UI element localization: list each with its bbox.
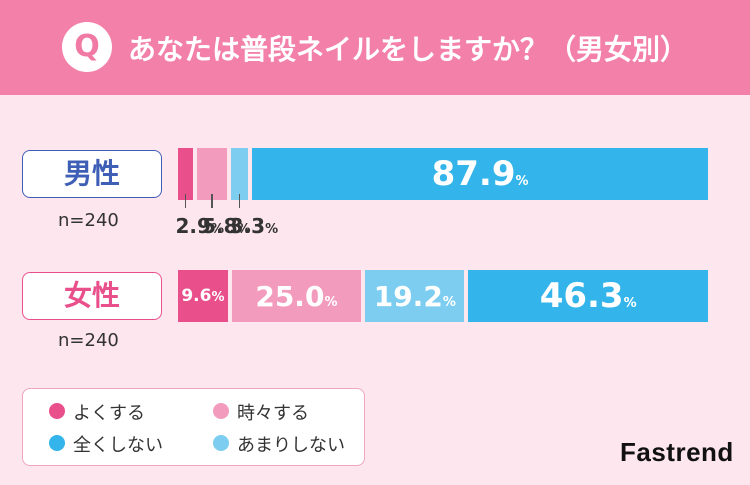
data-label-male-sometimes: 5.8%	[202, 214, 251, 238]
bar-segment-male-rarely	[231, 148, 249, 200]
legend-label-sometimes: 時々する	[237, 403, 309, 424]
bar-row-female: 9.6% 25.0% 19.2% 46.3%	[178, 270, 708, 322]
bar-segment-female-sometimes: 25.0%	[231, 270, 362, 322]
leader-line-male-rarely	[238, 194, 241, 208]
leader-line-male-often	[184, 194, 187, 208]
group-label-female: 女性	[22, 272, 162, 320]
legend-swatch-sometimes	[213, 403, 229, 419]
legend-label-often: よくする	[73, 403, 145, 424]
group-label-male: 男性	[22, 150, 162, 198]
question-title: あなたは普段ネイルをしますか？（男女別）	[128, 33, 689, 66]
data-label-male-rarely: 3.3%	[229, 214, 279, 238]
legend: よくする 時々する 全くしない あまりしない	[22, 388, 365, 466]
bar-segment-male-often	[178, 148, 194, 200]
header-banner: Q あなたは普段ネイルをしますか？（男女別）	[0, 0, 750, 95]
legend-label-never: 全くしない	[73, 435, 163, 456]
question-badge: Q	[62, 22, 112, 72]
legend-swatch-never	[49, 435, 65, 451]
bar-segment-male-never: 87.9%	[252, 148, 708, 200]
data-label-female-often: 9.6%	[181, 286, 225, 306]
bar-segment-male-sometimes	[197, 148, 228, 200]
bar-segment-female-often: 9.6%	[178, 270, 228, 322]
bar-segment-female-rarely: 19.2%	[365, 270, 465, 322]
data-label-male-often: 2.9%	[175, 214, 224, 238]
data-label-female-sometimes: 25.0%	[255, 279, 338, 313]
data-label-female-rarely: 19.2%	[373, 279, 456, 313]
data-label-female-never: 46.3%	[539, 276, 637, 316]
leader-line-male-sometimes	[211, 194, 213, 208]
sample-size-male: n=240	[58, 210, 119, 231]
sample-size-female: n=240	[58, 330, 119, 351]
legend-label-rarely: あまりしない	[237, 435, 345, 456]
brand-logo: Fastrend	[620, 437, 734, 467]
legend-swatch-rarely	[213, 435, 229, 451]
bar-row-male: 87.9%	[178, 148, 708, 200]
bar-segment-female-never: 46.3%	[468, 270, 708, 322]
legend-swatch-often	[49, 403, 65, 419]
data-label-male-never: 87.9%	[431, 154, 529, 194]
